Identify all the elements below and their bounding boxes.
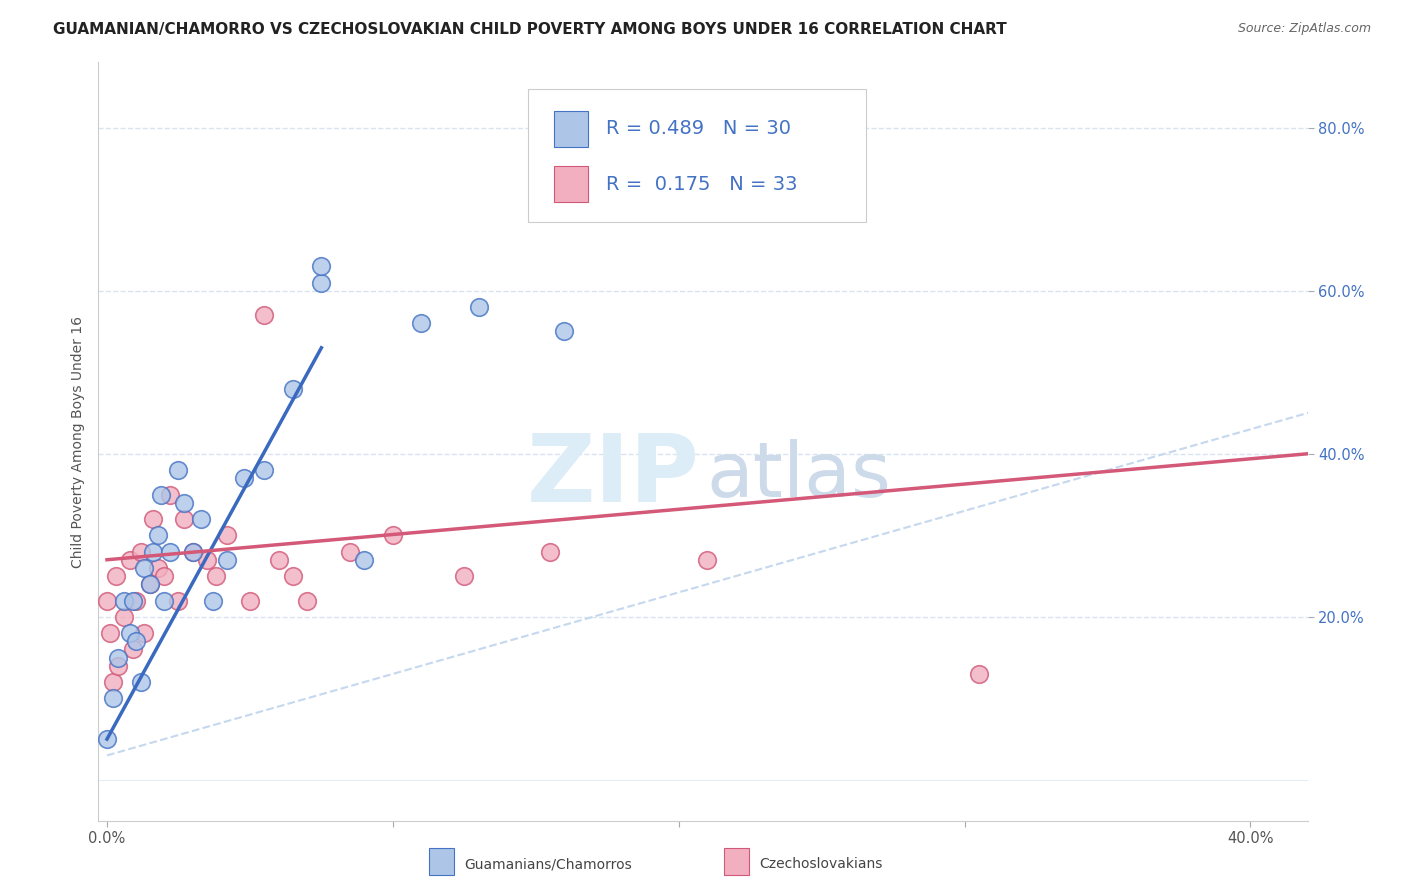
Point (311, 259, 333, 273)
Point (101, 675, 124, 690)
Text: GUAMANIAN/CHAMORRO VS CZECHOSLOVAKIAN CHILD POVERTY AMONG BOYS UNDER 16 CORRELAT: GUAMANIAN/CHAMORRO VS CZECHOSLOVAKIAN CH… (53, 22, 1007, 37)
Point (96, 593, 118, 607)
Point (142, 544, 165, 558)
Point (101, 691, 124, 706)
Point (118, 626, 141, 640)
Point (233, 471, 256, 485)
Point (129, 675, 152, 690)
Point (107, 650, 129, 665)
Point (204, 569, 226, 583)
Point (239, 593, 262, 607)
Point (153, 569, 176, 583)
Point (124, 593, 146, 607)
Point (121, 593, 143, 607)
Point (159, 487, 181, 501)
Point (381, 528, 404, 542)
Text: R = 0.489   N = 30: R = 0.489 N = 30 (606, 120, 792, 138)
Point (696, 553, 718, 567)
Point (215, 553, 238, 567)
Point (112, 593, 135, 607)
Point (967, 666, 990, 681)
Point (195, 553, 218, 567)
Point (253, 308, 276, 322)
Point (353, 553, 375, 567)
Point (453, 569, 475, 583)
Point (139, 577, 162, 591)
Point (134, 626, 156, 640)
Point (148, 561, 170, 575)
Point (201, 593, 224, 607)
Point (104, 569, 127, 583)
Point (167, 463, 190, 477)
Point (295, 593, 318, 607)
FancyBboxPatch shape (527, 89, 866, 221)
Point (467, 300, 489, 314)
Point (142, 512, 165, 526)
Point (181, 544, 204, 558)
Point (311, 276, 333, 290)
FancyBboxPatch shape (554, 111, 588, 147)
Point (150, 487, 173, 501)
Point (339, 544, 361, 558)
Point (281, 382, 304, 396)
Y-axis label: Child Poverty Among Boys Under 16: Child Poverty Among Boys Under 16 (72, 316, 86, 567)
Point (118, 553, 141, 567)
Point (107, 658, 129, 673)
Text: Source: ZipAtlas.com: Source: ZipAtlas.com (1237, 22, 1371, 36)
Point (167, 593, 190, 607)
Point (139, 577, 162, 591)
Point (96, 732, 118, 747)
Point (173, 512, 195, 526)
Point (124, 634, 146, 648)
Point (538, 544, 561, 558)
Text: ZIP: ZIP (526, 430, 699, 522)
Point (134, 561, 156, 575)
Point (121, 642, 143, 657)
Point (181, 544, 204, 558)
Point (190, 512, 212, 526)
Point (411, 316, 433, 330)
Text: R =  0.175   N = 33: R = 0.175 N = 33 (606, 175, 797, 194)
FancyBboxPatch shape (554, 166, 588, 202)
Text: atlas: atlas (707, 439, 891, 513)
Point (159, 544, 181, 558)
Point (98, 626, 121, 640)
Text: Guamanians/Chamorros: Guamanians/Chamorros (464, 857, 631, 871)
Point (253, 463, 276, 477)
Point (173, 496, 195, 510)
Point (267, 553, 290, 567)
Point (112, 610, 135, 624)
Point (553, 325, 575, 339)
Point (153, 593, 176, 607)
Point (281, 569, 304, 583)
Point (129, 544, 152, 558)
Point (215, 528, 238, 542)
Point (148, 528, 170, 542)
Text: Czechoslovakians: Czechoslovakians (759, 857, 883, 871)
